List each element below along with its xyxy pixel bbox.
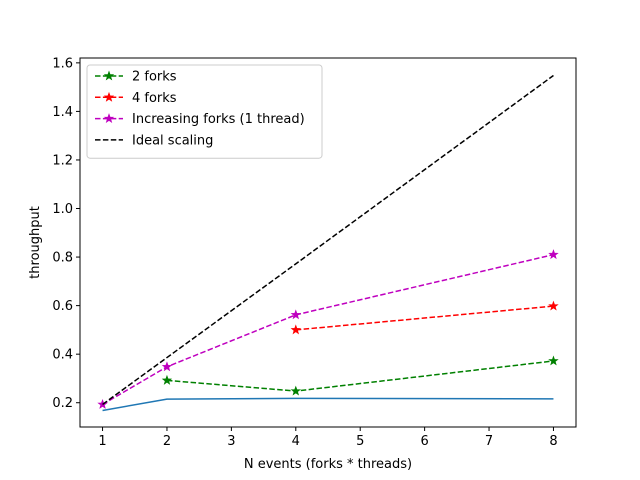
y-axis-label: throughput	[28, 206, 43, 279]
legend: 2 forks 4 forks Increasing forks (1 thread…	[86, 64, 323, 159]
x-tick-label: 1	[98, 434, 106, 449]
legend-label-ideal-scaling: Ideal scaling	[132, 133, 213, 148]
y-tick-label: 1.2	[52, 153, 73, 168]
2-forks-point	[161, 374, 173, 385]
y-tick-label: 0.8	[52, 251, 73, 266]
y-tick-label: 1.4	[52, 105, 73, 120]
legend-label-increasing-forks-1-thread: Increasing forks (1 thread)	[132, 112, 305, 127]
y-tick-label: 1.6	[52, 56, 73, 71]
legend-marker-2-forks	[103, 70, 115, 81]
increasing-forks-1-thread-point	[290, 309, 302, 320]
y-tick-label: 0.4	[52, 348, 73, 363]
4-forks-line	[295, 305, 554, 331]
x-tick-label: 6	[420, 434, 428, 449]
legend-label-4-forks: 4 forks	[132, 91, 177, 106]
2-forks-point	[548, 355, 559, 366]
legend-box	[86, 64, 323, 159]
4-forks-point	[548, 300, 559, 311]
x-tick-label: 5	[356, 434, 364, 449]
x-tick-label: 8	[549, 434, 557, 449]
2-forks-point	[290, 385, 302, 396]
y-tick-label: 0.6	[52, 299, 73, 314]
ideal-scaling-line	[102, 74, 554, 406]
x-tick-label: 7	[485, 434, 493, 449]
y-tick-label: 1.0	[52, 202, 73, 217]
legend-marker-4-forks	[103, 91, 115, 102]
legend-label-2-forks: 2 forks	[132, 70, 177, 85]
x-tick-label: 3	[227, 434, 235, 449]
increasing-forks-1-thread-line	[102, 253, 554, 406]
x-axis-label: N events (forks * threads)	[244, 457, 412, 472]
series-line	[102, 397, 554, 412]
x-tick-label: 2	[163, 434, 171, 449]
4-forks-point	[290, 324, 302, 335]
x-tick-label: 4	[292, 434, 300, 449]
series-layer	[97, 74, 559, 412]
legend-marker-increasing-forks-1-thread	[103, 113, 115, 124]
plot-frame	[79, 57, 577, 428]
increasing-forks-1-thread-point	[161, 361, 173, 372]
increasing-forks-1-thread-point	[548, 249, 559, 260]
y-tick-label: 0.2	[52, 396, 73, 411]
ticks-layer: 1 2 3 4 5 6 7 8 0.2 0.4 0.6 0.8 1.0 1.2 1.4 1.6	[52, 56, 557, 449]
